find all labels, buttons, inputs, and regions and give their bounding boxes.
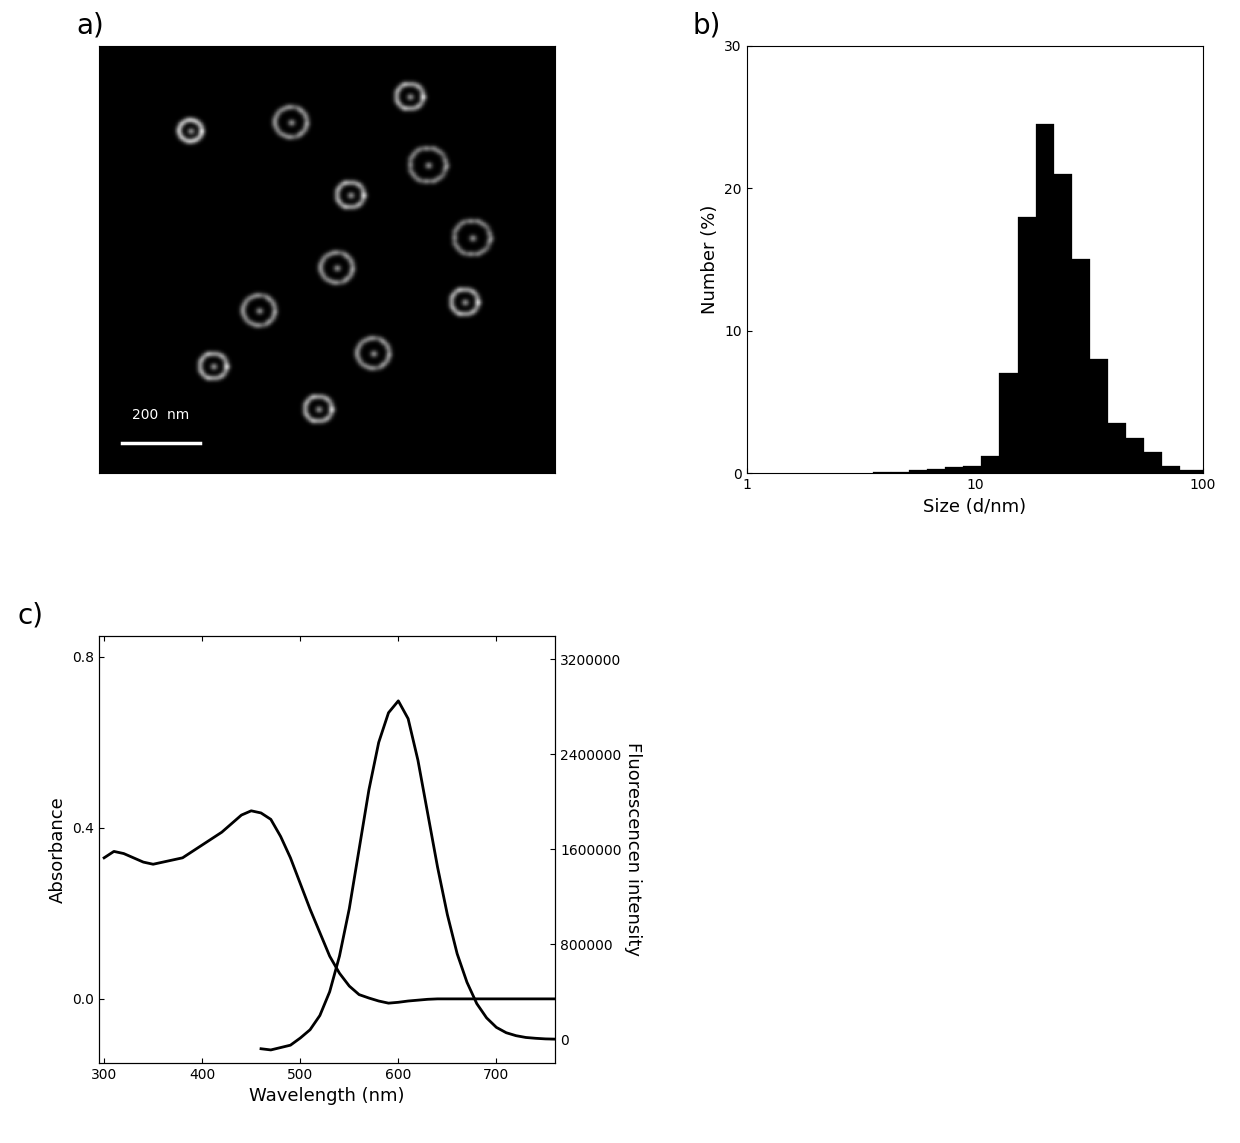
Bar	[1126, 438, 1145, 473]
Text: 200  nm: 200 nm	[133, 408, 190, 422]
Bar	[981, 456, 999, 473]
Bar	[1054, 174, 1071, 473]
Bar	[928, 469, 945, 473]
Bar	[963, 466, 981, 473]
Text: c): c)	[17, 601, 43, 630]
Bar	[1090, 359, 1107, 473]
Text: b): b)	[692, 11, 720, 40]
Bar	[1162, 466, 1180, 473]
X-axis label: Size (d/nm): Size (d/nm)	[924, 497, 1027, 515]
Bar	[892, 472, 909, 473]
Bar	[1071, 259, 1090, 473]
Bar	[1107, 423, 1126, 473]
Bar	[945, 467, 963, 473]
Bar	[1180, 470, 1203, 473]
Bar	[1018, 217, 1035, 473]
Y-axis label: Absorbance: Absorbance	[48, 796, 67, 903]
Y-axis label: Fluorescencen intensity: Fluorescencen intensity	[625, 742, 642, 957]
Bar	[909, 470, 928, 473]
Bar	[1145, 451, 1162, 473]
Bar	[873, 472, 892, 473]
Bar	[1035, 125, 1054, 473]
Text: a): a)	[77, 11, 104, 40]
Y-axis label: Number (%): Number (%)	[701, 205, 719, 314]
Bar	[999, 374, 1018, 473]
X-axis label: Wavelength (nm): Wavelength (nm)	[249, 1087, 405, 1105]
